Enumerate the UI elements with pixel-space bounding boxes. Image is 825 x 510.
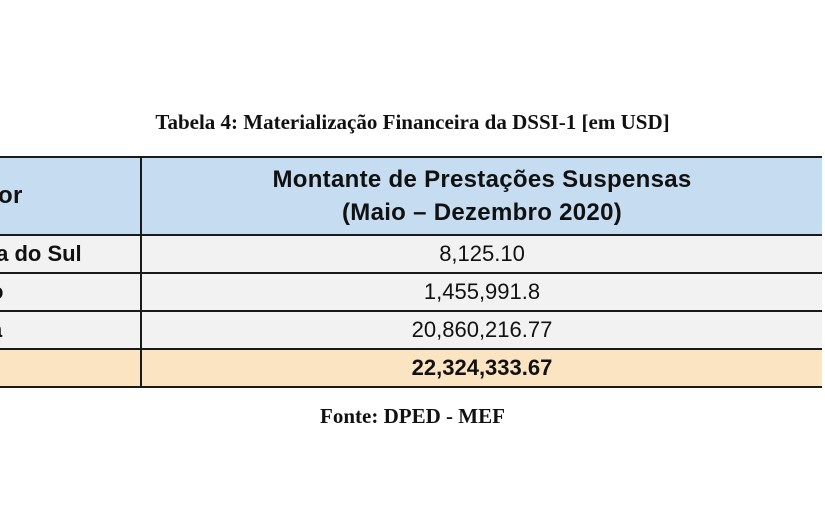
table-caption: Tabela 4: Materialização Financeira da D… (0, 110, 825, 135)
row-value: 1,455,991.8 (140, 272, 822, 312)
table-source-text: Fonte: DPED - MEF (320, 404, 505, 428)
total-value: 22,324,333.67 (140, 348, 822, 388)
table-container: or Montante de Prestações Suspensas (Mai… (0, 156, 822, 388)
financial-table: or Montante de Prestações Suspensas (Mai… (0, 156, 822, 388)
row-label: o (0, 272, 142, 312)
table-source: Fonte: DPED - MEF (0, 404, 825, 429)
row-value: 8,125.10 (140, 234, 822, 274)
header-amount-line1: Montante de Prestações Suspensas (272, 166, 692, 193)
table-row: o 1,455,991.8 (0, 272, 822, 312)
header-amount-line2: (Maio – Dezembro 2020) (341, 199, 623, 226)
row-label: a (0, 310, 142, 350)
table-row: ia do Sul 8,125.10 (0, 234, 822, 274)
header-creditor: or (0, 156, 142, 236)
table-row: a 20,860,216.77 (0, 310, 822, 350)
table-caption-text: Tabela 4: Materialização Financeira da D… (155, 110, 670, 134)
header-amount: Montante de Prestações Suspensas (Maio –… (140, 156, 822, 236)
total-label (0, 348, 142, 388)
table-header-row: or Montante de Prestações Suspensas (Mai… (0, 156, 822, 236)
row-label: ia do Sul (0, 234, 142, 274)
table-total-row: 22,324,333.67 (0, 348, 822, 388)
row-value: 20,860,216.77 (140, 310, 822, 350)
